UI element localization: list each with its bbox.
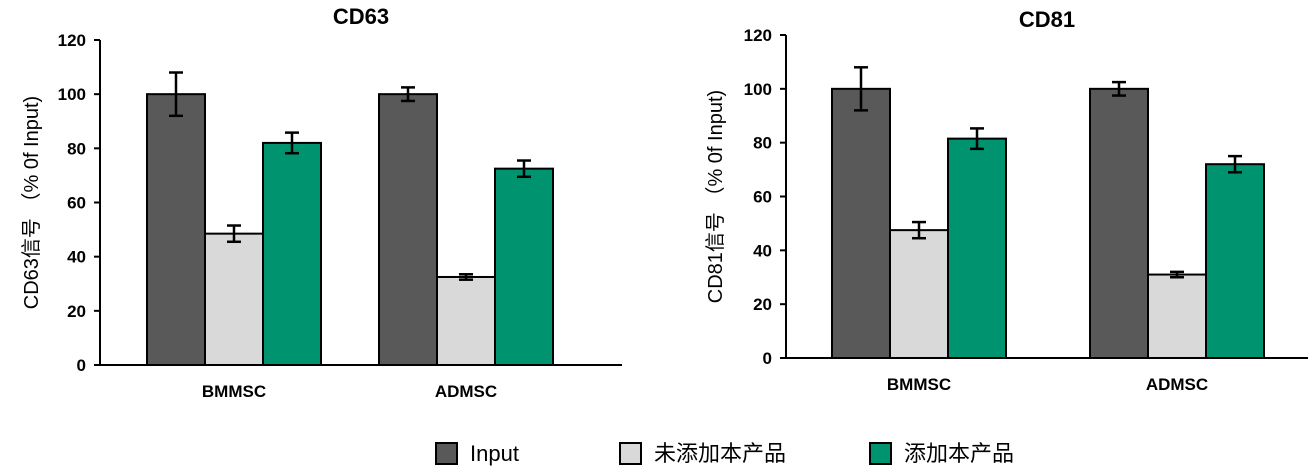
- legend-label: 未添加本产品: [654, 441, 786, 466]
- bar-admsc-1: [1089, 87, 1149, 359]
- y-axis-label: CD63信号 （% 0f Input): [20, 96, 43, 309]
- chart-title: CD81: [1019, 7, 1075, 32]
- y-tick-label: 20: [753, 295, 772, 314]
- y-tick-label: 80: [67, 139, 86, 158]
- bar-bmmsc-1: [146, 93, 206, 367]
- bar-bmmsc-1: [831, 87, 891, 359]
- y-tick-label: 0: [77, 356, 86, 375]
- legend-swatch: [435, 442, 458, 465]
- y-tick-label: 40: [67, 248, 86, 267]
- chart-cd63: CD63 0 20 40 60 80 100 120 CD63信号 （% 0f Input) BM…: [20, 4, 622, 401]
- chart-cd81: CD81 0 20 40 60 80 100 120 CD81信号 （% 0f Input) BM…: [704, 7, 1308, 394]
- legend: Input 未添加本产品 添加本产品: [435, 441, 1014, 466]
- y-tick-label: 60: [67, 194, 86, 213]
- y-tick-label: 0: [763, 349, 772, 368]
- bar-bmmsc-2: [889, 229, 949, 359]
- y-tick-label: 100: [744, 80, 772, 99]
- legend-swatch: [869, 442, 892, 465]
- y-tick-label: 120: [58, 31, 86, 50]
- legend-label: Input: [470, 441, 519, 466]
- x-category-label: ADMSC: [1146, 375, 1208, 394]
- x-category-label: BMMSC: [202, 382, 266, 401]
- bar-admsc-3: [494, 167, 554, 366]
- y-tick-label: 80: [753, 134, 772, 153]
- y-tick-label: 20: [67, 302, 86, 321]
- y-axis-label: CD81信号 （% 0f Input): [704, 90, 727, 303]
- legend-swatch: [619, 442, 642, 465]
- bar-admsc-2: [1147, 273, 1207, 359]
- y-tick-label: 60: [753, 188, 772, 207]
- x-category-label: BMMSC: [887, 375, 951, 394]
- bar-admsc-3: [1205, 163, 1265, 359]
- legend-label: 添加本产品: [904, 441, 1014, 466]
- bar-bmmsc-3: [947, 137, 1007, 359]
- y-tick-label: 100: [58, 85, 86, 104]
- y-tick-label: 40: [753, 241, 772, 260]
- bar-bmmsc-2: [204, 232, 264, 366]
- y-tick-label: 120: [744, 26, 772, 45]
- bar-admsc-1: [378, 93, 438, 367]
- x-category-label: ADMSC: [435, 382, 497, 401]
- bar-bmmsc-3: [262, 141, 322, 366]
- bar-admsc-2: [436, 275, 496, 366]
- chart-title: CD63: [333, 4, 389, 29]
